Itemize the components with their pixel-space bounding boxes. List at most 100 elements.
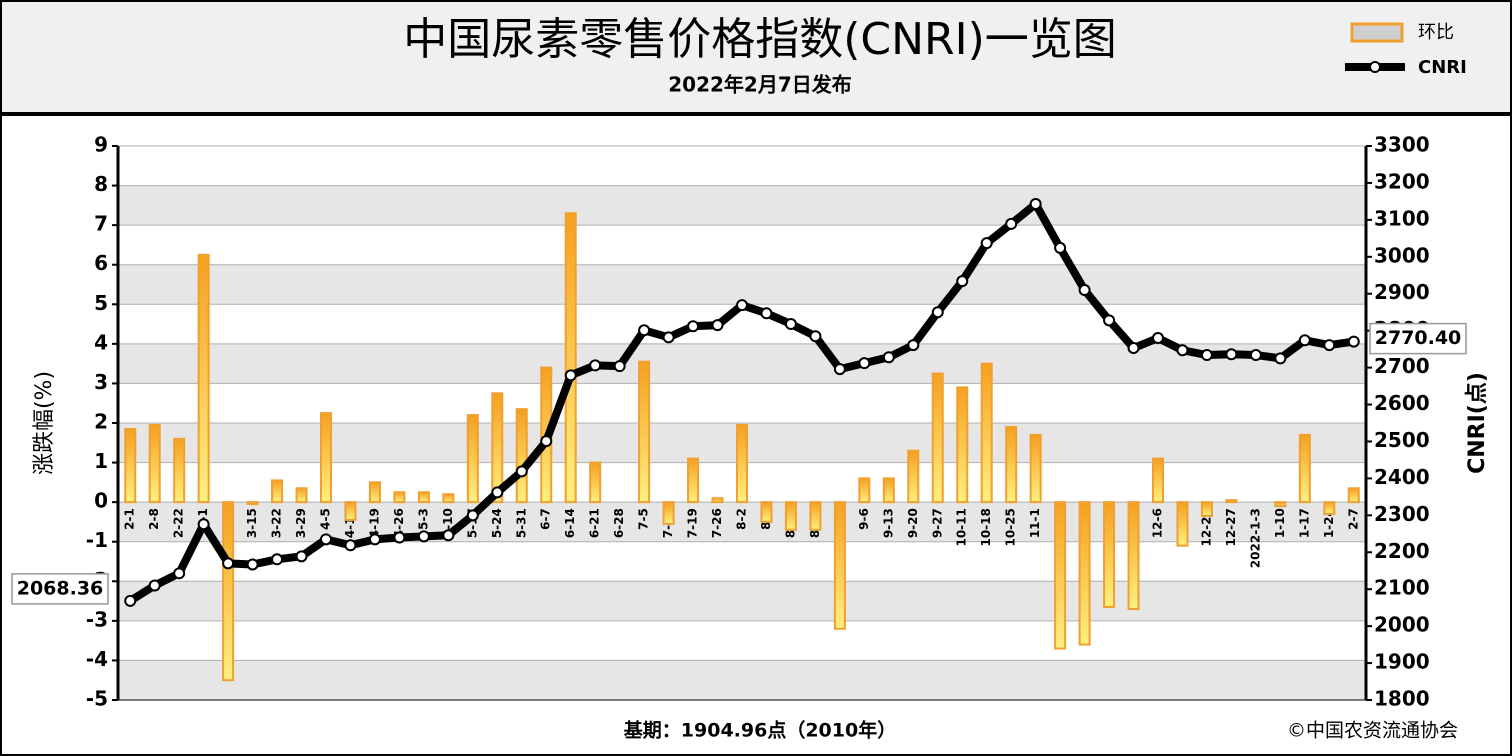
bar [907, 449, 920, 504]
x-tick-label: 2022-1-3 [1248, 508, 1262, 568]
x-tick-label: 9-6 [857, 508, 871, 530]
point [1152, 332, 1164, 345]
point [956, 275, 969, 288]
y-tick-label: 0 [94, 489, 108, 513]
y-tick-label: 7 [94, 212, 108, 236]
y2-tick-label: 2600 [1374, 391, 1430, 415]
bar [148, 423, 161, 504]
x-tick-label: 6-21 [588, 508, 602, 538]
bar [1005, 425, 1018, 504]
y2-tick-label: 3100 [1374, 206, 1430, 230]
x-tick-label: 5-31 [514, 508, 528, 538]
x-tick-label: 1-17 [1297, 508, 1311, 538]
value-label: 2770.40 [1375, 327, 1462, 349]
x-tick-label: 5-24 [490, 508, 504, 538]
point [173, 567, 186, 580]
grid-band [118, 581, 1366, 621]
x-tick-label: 6-14 [563, 508, 577, 538]
x-tick-label: 3-29 [294, 508, 308, 538]
bar [1323, 501, 1336, 516]
x-tick-label: 2-8 [147, 508, 161, 530]
y2-tick-label: 1800 [1374, 687, 1430, 711]
x-tick-label: 1-10 [1273, 508, 1287, 538]
x-tick-label: 4-5 [319, 508, 333, 530]
bar [417, 491, 430, 504]
bar [124, 427, 137, 504]
bar [1103, 501, 1116, 609]
chart-title: 中国尿素零售价格指数(CNRI)一览图 [403, 14, 1117, 65]
point [148, 579, 161, 592]
grid-band [118, 620, 1366, 661]
bar [1176, 501, 1189, 547]
point [1054, 241, 1067, 254]
y-axis-title: 涨跌幅(%) [32, 371, 57, 475]
bar [1078, 501, 1091, 646]
x-tick-label: 2-1 [123, 508, 137, 530]
y2-tick-label: 2000 [1374, 613, 1430, 637]
x-tick-label: 3-22 [270, 508, 284, 538]
point [833, 363, 846, 376]
point [1347, 335, 1360, 348]
point [393, 531, 406, 544]
point [222, 557, 235, 570]
x-tick-label: 3-15 [245, 508, 259, 538]
point [1298, 334, 1311, 347]
x-tick-label: 11-1 [1028, 508, 1042, 538]
bar [931, 372, 944, 504]
point [907, 339, 920, 352]
point [760, 307, 773, 320]
bar [564, 212, 577, 504]
y2-tick-label: 1900 [1374, 650, 1430, 674]
point [515, 465, 528, 478]
bar [344, 501, 357, 521]
x-tick-label: 4-26 [392, 508, 406, 538]
y2-tick-label: 3000 [1374, 243, 1430, 267]
bar [760, 501, 773, 523]
point [662, 331, 675, 344]
y2-tick-label: 2500 [1374, 428, 1430, 452]
bar [858, 477, 871, 504]
bar [711, 497, 724, 504]
grid-band [118, 660, 1366, 700]
y-tick-label: -3 [86, 607, 108, 631]
bar [784, 501, 797, 531]
legend-marker [1369, 61, 1381, 73]
y2-tick-label: 2300 [1374, 502, 1430, 526]
y2-tick-label: 2700 [1374, 354, 1430, 378]
point [1274, 352, 1287, 365]
y2-axis-title: CNRI(点) [1464, 372, 1490, 474]
grid-band [118, 541, 1366, 582]
grid-band [118, 383, 1366, 423]
bar [833, 501, 846, 630]
y-tick-label: 9 [94, 133, 108, 157]
bar [882, 477, 895, 504]
point [1323, 339, 1336, 352]
bar [393, 491, 406, 504]
bar [197, 253, 210, 504]
point [124, 594, 137, 607]
x-tick-label: 10-25 [1004, 508, 1018, 546]
y-tick-label: -4 [86, 647, 108, 671]
x-tick-label: 7-19 [686, 508, 700, 538]
x-tick-label: 6-7 [539, 508, 553, 530]
y2-tick-label: 3300 [1374, 133, 1430, 157]
point [858, 357, 871, 370]
legend-bar-swatch [1350, 22, 1404, 43]
x-tick-label: 4-19 [367, 508, 381, 538]
bar [589, 461, 602, 504]
point [320, 533, 332, 546]
y-tick-label: -5 [86, 687, 108, 711]
grid-band [118, 264, 1366, 305]
bar [1225, 499, 1238, 504]
bar [1200, 501, 1213, 517]
bar [466, 414, 479, 504]
grid-band [118, 225, 1366, 265]
point [931, 306, 944, 319]
grid-band [118, 146, 1366, 186]
bar [222, 501, 235, 682]
bar [320, 412, 332, 504]
bar [442, 493, 455, 504]
point [197, 518, 210, 531]
